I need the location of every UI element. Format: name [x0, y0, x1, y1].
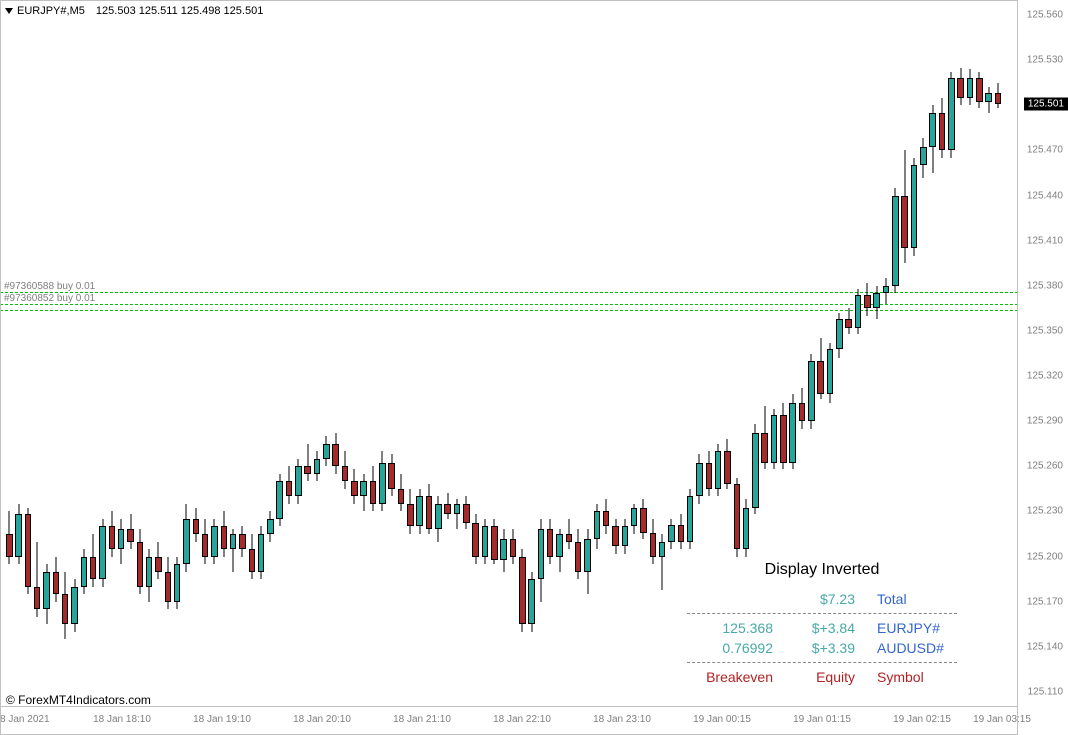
- chart-container[interactable]: EURJPY#,M5 125.503 125.511 125.498 125.5…: [0, 0, 1018, 735]
- y-tick: 125.560: [1027, 10, 1063, 21]
- x-tick: 19 Jan 01:15: [793, 714, 851, 725]
- x-tick: 18 Jan 18:10: [93, 714, 151, 725]
- y-tick: 125.530: [1027, 55, 1063, 66]
- divider: [687, 613, 957, 614]
- row-breakeven: 0.76992: [693, 640, 773, 656]
- row-equity: $+3.39: [795, 640, 855, 656]
- row-breakeven: 125.368: [693, 620, 773, 636]
- y-tick: 125.350: [1027, 325, 1063, 336]
- total-value: $7.23: [795, 591, 855, 607]
- header-symbol: Symbol: [877, 669, 957, 685]
- x-tick: 18 Jan 23:10: [593, 714, 651, 725]
- x-tick: 19 Jan 00:15: [693, 714, 751, 725]
- header-breakeven: Breakeven: [693, 669, 773, 685]
- current-price-marker: 125.501: [1024, 97, 1068, 110]
- info-panel: Display Inverted $7.23 Total 125.368 $+3…: [687, 561, 957, 687]
- y-tick: 125.290: [1027, 416, 1063, 427]
- total-label: Total: [877, 591, 957, 607]
- y-tick: 125.200: [1027, 551, 1063, 562]
- row-symbol: AUDUSD#: [877, 640, 957, 656]
- y-tick: 125.110: [1028, 686, 1063, 697]
- y-tick: 125.380: [1027, 280, 1063, 291]
- y-tick: 125.320: [1027, 371, 1063, 382]
- x-axis: 18 Jan 2021 18 Jan 18:10 18 Jan 19:10 18 Ja…: [0, 707, 1018, 735]
- row-equity: $+3.84: [795, 620, 855, 636]
- x-tick: 18 Jan 21:10: [393, 714, 451, 725]
- y-tick: 125.140: [1027, 641, 1063, 652]
- order-label: #97360588 buy 0.01: [4, 281, 95, 292]
- y-tick: 125.470: [1027, 145, 1063, 156]
- x-tick: 18 Jan 2021: [0, 714, 50, 725]
- x-tick: 19 Jan 02:15: [893, 714, 951, 725]
- y-tick: 125.230: [1027, 506, 1063, 517]
- y-tick: 125.260: [1027, 461, 1063, 472]
- order-line: [0, 310, 1018, 311]
- order-label: #97360852 buy 0.01: [4, 293, 95, 304]
- y-tick: 125.170: [1027, 596, 1063, 607]
- y-tick: 125.440: [1027, 190, 1063, 201]
- x-tick: 18 Jan 20:10: [293, 714, 351, 725]
- y-tick: 125.410: [1027, 235, 1063, 246]
- x-tick: 18 Jan 22:10: [493, 714, 551, 725]
- x-tick: 18 Jan 19:10: [193, 714, 251, 725]
- watermark: © ForexMT4Indicators.com: [6, 693, 151, 707]
- order-line: [0, 292, 1018, 293]
- row-symbol: EURJPY#: [877, 620, 957, 636]
- panel-title: Display Inverted: [687, 561, 957, 579]
- header-equity: Equity: [795, 669, 855, 685]
- divider: [687, 662, 957, 663]
- y-axis: 125.110 125.140 125.170 125.200 125.230 125.2…: [1018, 0, 1068, 735]
